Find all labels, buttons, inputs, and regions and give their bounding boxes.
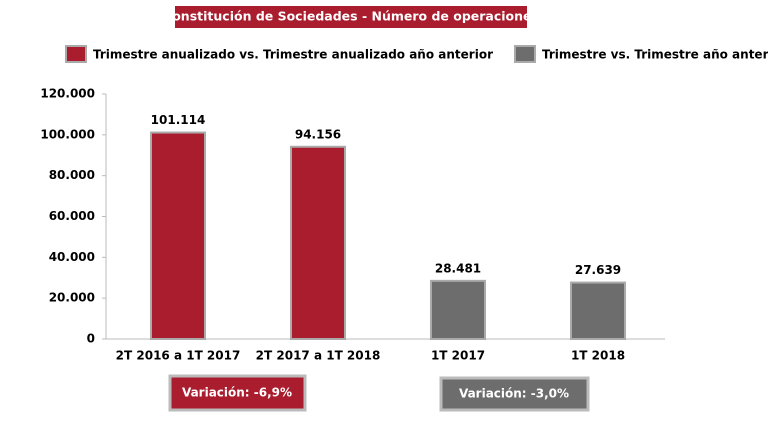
- x-tick-label: 1T 2017: [431, 349, 485, 363]
- legend-swatch: [513, 45, 536, 63]
- y-tick-label: 100.000: [40, 127, 95, 141]
- annotation-box: [439, 376, 590, 412]
- annotation-box: [168, 374, 307, 412]
- legend-label: Trimestre vs. Trimestre año anterior: [542, 48, 768, 62]
- y-tick-label: 40.000: [49, 250, 95, 264]
- data-label: 101.114: [151, 113, 206, 127]
- y-tick-label: 20.000: [49, 291, 95, 305]
- x-tick-label: 2T 2016 a 1T 2017: [116, 349, 241, 363]
- data-label: 94.156: [295, 127, 341, 141]
- data-label: 28.481: [435, 261, 481, 275]
- bar: [290, 145, 346, 340]
- annotation: Variación: -3,0%: [459, 387, 569, 401]
- legend-label: Trimestre anualizado vs. Trimestre anual…: [93, 48, 493, 62]
- x-tick-label: 1T 2018: [571, 349, 625, 363]
- x-tick-label: 2T 2017 a 1T 2018: [256, 349, 381, 363]
- annotation: Variación: -6,9%: [182, 386, 292, 400]
- legend-swatch: [65, 45, 87, 63]
- bar: [570, 281, 626, 340]
- y-tick-label: 80.000: [49, 168, 95, 182]
- y-tick-label: 0: [87, 332, 95, 346]
- y-tick-label: 120.000: [40, 87, 95, 101]
- chart-title: Constitución de Sociedades - Número de o…: [163, 9, 539, 24]
- bar: [430, 279, 486, 340]
- bar: [150, 131, 206, 340]
- data-label: 27.639: [575, 263, 621, 277]
- title-box: [175, 6, 527, 28]
- y-tick-label: 60.000: [49, 209, 95, 223]
